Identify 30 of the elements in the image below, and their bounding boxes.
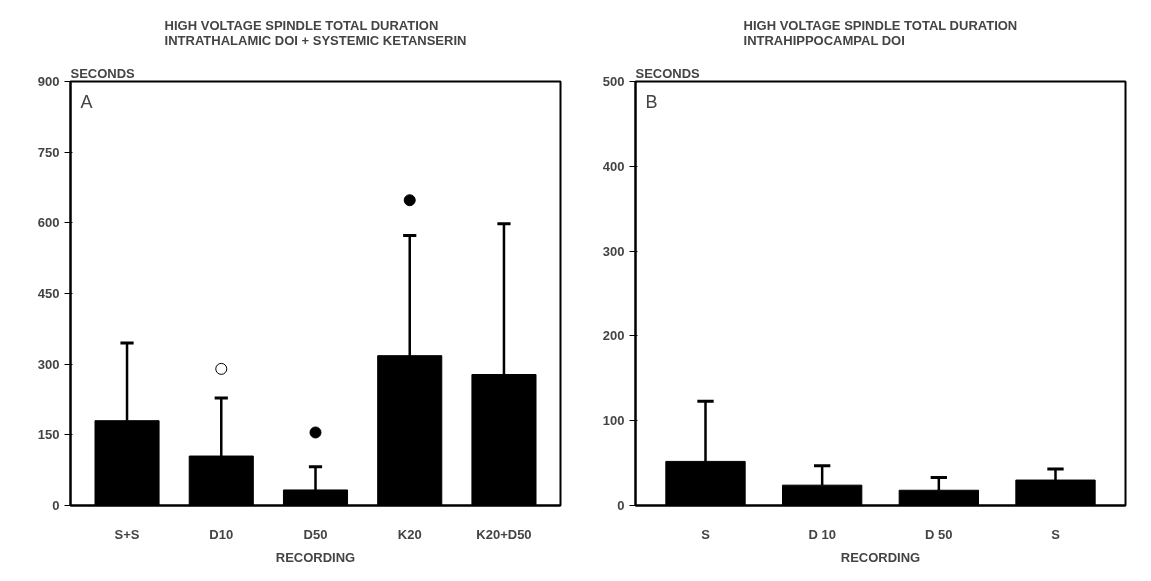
y-tick-label: 500: [602, 74, 625, 89]
y-axis-title: SECONDS: [70, 65, 136, 81]
x-tick-label: D 50: [925, 526, 953, 542]
chart-title: HIGH VOLTAGE SPINDLE TOTAL DURATION INTRAHIPPOCAMPAL DOI: [743, 17, 1018, 48]
y-tick-label: 400: [602, 158, 625, 174]
y-tick-label: 100: [602, 413, 625, 429]
annotation: B: [645, 91, 658, 112]
y-tick-label: 200: [602, 328, 625, 344]
x-tick-label: S: [1051, 526, 1061, 542]
y-tick-label: 300: [602, 243, 625, 259]
y-tick-label: 750: [37, 144, 60, 160]
x-tick-label: S: [701, 526, 711, 542]
y-tick-label: 600: [37, 215, 60, 231]
y-tick-label: 300: [37, 356, 60, 372]
x-tick-label: K20: [397, 526, 422, 542]
y-tick-label: 0: [52, 498, 60, 513]
x-axis-title: RECORDING: [275, 549, 356, 565]
x-axis-title: RECORDING: [840, 549, 921, 565]
y-axis-title: SECONDS: [635, 65, 701, 81]
y-tick-label: 0: [617, 498, 625, 513]
y-tick-label: 900: [37, 74, 60, 89]
x-tick-label: S+S: [114, 526, 140, 542]
x-tick-label: D10: [209, 526, 234, 542]
x-tick-label: K20+D50: [476, 526, 532, 542]
x-tick-label: D50: [303, 526, 328, 542]
y-tick-label: 150: [37, 427, 60, 443]
x-tick-label: D 10: [808, 526, 836, 542]
chart-title: HIGH VOLTAGE SPINDLE TOTAL DURATION INTRATHALAMIC DOI + SYSTEMIC KETANSERIN: [164, 17, 467, 48]
annotation: A: [80, 91, 93, 112]
y-tick-label: 450: [37, 286, 60, 301]
